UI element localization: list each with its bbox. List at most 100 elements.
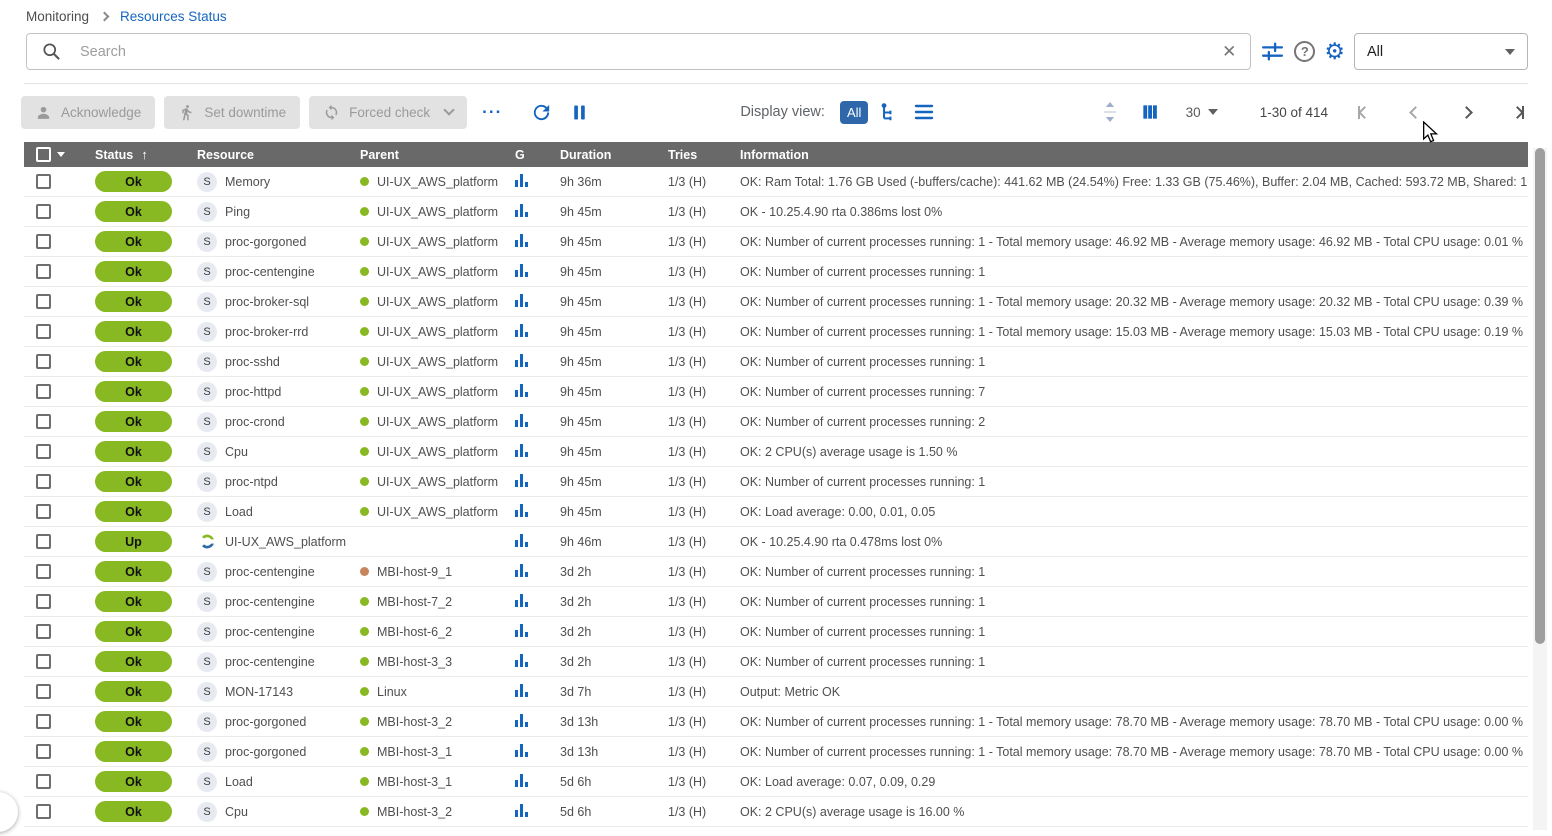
graph-icon[interactable] — [515, 803, 528, 817]
breadcrumb-resources-status[interactable]: Resources Status — [120, 9, 227, 24]
last-page-button[interactable] — [1509, 102, 1528, 123]
graph-icon[interactable] — [515, 713, 528, 727]
graph-icon[interactable] — [515, 563, 528, 577]
header-duration[interactable]: Duration — [560, 147, 612, 162]
row-checkbox[interactable] — [36, 384, 51, 399]
parent-name[interactable]: UI-UX_AWS_platform — [377, 264, 499, 279]
table-row[interactable]: Ok S Cpu UI-UX_AWS_platform 9h 45m 1/3 (… — [24, 437, 1528, 467]
table-row[interactable]: Ok S Ping UI-UX_AWS_platform 9h 45m 1/3 … — [24, 197, 1528, 227]
resource-name[interactable]: proc-broker-rrd — [225, 324, 309, 339]
graph-icon[interactable] — [515, 533, 528, 547]
graph-icon[interactable] — [515, 323, 528, 337]
resource-name[interactable]: proc-ntpd — [225, 474, 278, 489]
breadcrumb-monitoring[interactable]: Monitoring — [26, 9, 90, 24]
graph-icon[interactable] — [515, 683, 528, 697]
header-status[interactable]: Status ↑ — [95, 147, 148, 162]
status-badge[interactable]: Ok — [95, 351, 172, 372]
header-tries[interactable]: Tries — [668, 147, 698, 162]
resource-name[interactable]: proc-centengine — [225, 654, 315, 669]
scrollbar-thumb[interactable] — [1535, 148, 1545, 644]
header-graph[interactable]: G — [515, 147, 525, 162]
status-badge[interactable]: Ok — [95, 741, 172, 762]
parent-name[interactable]: UI-UX_AWS_platform — [377, 204, 499, 219]
graph-icon[interactable] — [515, 653, 528, 667]
acknowledge-button[interactable]: Acknowledge — [21, 95, 156, 129]
parent-name[interactable]: UI-UX_AWS_platform — [377, 504, 499, 519]
table-row[interactable]: Ok S proc-centengine MBI-host-7_2 3d 2h … — [24, 587, 1528, 617]
status-badge[interactable]: Ok — [95, 201, 172, 222]
row-checkbox[interactable] — [36, 594, 51, 609]
graph-icon[interactable] — [515, 263, 528, 277]
row-checkbox[interactable] — [36, 774, 51, 789]
table-row[interactable]: Ok S MON-17143 Linux 3d 7h 1/3 (H) Outpu… — [24, 677, 1528, 707]
parent-name[interactable]: MBI-host-3_1 — [377, 774, 453, 789]
view-list-icon[interactable] — [912, 100, 936, 124]
select-all-checkbox[interactable] — [36, 147, 51, 162]
graph-icon[interactable] — [515, 743, 528, 757]
parent-name[interactable]: UI-UX_AWS_platform — [377, 354, 499, 369]
row-checkbox[interactable] — [36, 504, 51, 519]
pause-button[interactable] — [569, 102, 590, 123]
status-badge[interactable]: Ok — [95, 471, 172, 492]
search-input[interactable] — [80, 43, 1219, 60]
status-badge[interactable]: Ok — [95, 561, 172, 582]
first-page-button[interactable] — [1354, 102, 1373, 123]
resource-name[interactable]: proc-broker-sql — [225, 294, 310, 309]
status-badge[interactable]: Ok — [95, 801, 172, 822]
status-badge[interactable]: Ok — [95, 291, 172, 312]
graph-icon[interactable] — [515, 593, 528, 607]
resource-name[interactable]: proc-gorgoned — [225, 234, 307, 249]
parent-name[interactable]: UI-UX_AWS_platform — [377, 414, 499, 429]
resource-name[interactable]: proc-crond — [225, 414, 285, 429]
graph-icon[interactable] — [515, 203, 528, 217]
row-checkbox[interactable] — [36, 744, 51, 759]
parent-name[interactable]: Linux — [377, 684, 407, 699]
parent-name[interactable]: UI-UX_AWS_platform — [377, 474, 499, 489]
parent-name[interactable]: UI-UX_AWS_platform — [377, 234, 499, 249]
row-checkbox[interactable] — [36, 474, 51, 489]
view-all-button[interactable]: All — [839, 100, 869, 124]
row-checkbox[interactable] — [36, 714, 51, 729]
settings-gear-icon[interactable]: ⚙ — [1324, 38, 1345, 64]
parent-name[interactable]: MBI-host-9_1 — [377, 564, 453, 579]
resource-name[interactable]: MON-17143 — [225, 684, 294, 699]
graph-icon[interactable] — [515, 383, 528, 397]
resource-name[interactable]: proc-gorgoned — [225, 744, 307, 759]
status-badge[interactable]: Ok — [95, 651, 172, 672]
graph-icon[interactable] — [515, 503, 528, 517]
set-downtime-button[interactable]: Set downtime — [164, 95, 301, 129]
table-row[interactable]: Ok S proc-crond UI-UX_AWS_platform 9h 45… — [24, 407, 1528, 437]
table-row[interactable]: Ok S Cpu MBI-host-3_2 5d 6h 1/3 (H) OK: … — [24, 797, 1528, 827]
parent-name[interactable]: UI-UX_AWS_platform — [377, 324, 499, 339]
resource-name[interactable]: Cpu — [225, 444, 248, 459]
table-row[interactable]: Ok S proc-httpd UI-UX_AWS_platform 9h 45… — [24, 377, 1528, 407]
status-badge[interactable]: Ok — [95, 261, 172, 282]
help-icon[interactable]: ? — [1294, 41, 1316, 62]
table-row[interactable]: Ok S proc-broker-sql UI-UX_AWS_platform … — [24, 287, 1528, 317]
row-checkbox[interactable] — [36, 234, 51, 249]
resource-name[interactable]: proc-centengine — [225, 564, 315, 579]
table-row[interactable]: Ok S proc-centengine MBI-host-9_1 3d 2h … — [24, 557, 1528, 587]
rows-per-page-select[interactable]: 30 — [1186, 105, 1218, 120]
resource-name[interactable]: proc-centengine — [225, 624, 315, 639]
row-checkbox[interactable] — [36, 264, 51, 279]
parent-name[interactable]: UI-UX_AWS_platform — [377, 294, 499, 309]
previous-page-button[interactable] — [1407, 104, 1424, 121]
graph-icon[interactable] — [515, 473, 528, 487]
parent-name[interactable]: MBI-host-3_2 — [377, 714, 453, 729]
row-checkbox[interactable] — [36, 414, 51, 429]
status-badge[interactable]: Ok — [95, 381, 172, 402]
header-information[interactable]: Information — [740, 147, 809, 162]
resource-name[interactable]: UI-UX_AWS_platform — [225, 534, 347, 549]
status-badge[interactable]: Ok — [95, 591, 172, 612]
table-row[interactable]: Ok S proc-centengine MBI-host-6_2 3d 2h … — [24, 617, 1528, 647]
row-checkbox[interactable] — [36, 294, 51, 309]
row-checkbox[interactable] — [36, 444, 51, 459]
table-row[interactable]: Ok S Load UI-UX_AWS_platform 9h 45m 1/3 … — [24, 497, 1528, 527]
status-badge[interactable]: Ok — [95, 621, 172, 642]
row-checkbox[interactable] — [36, 174, 51, 189]
resource-name[interactable]: Cpu — [225, 804, 248, 819]
table-row[interactable]: Ok S proc-gorgoned MBI-host-3_2 3d 13h 1… — [24, 707, 1528, 737]
resource-name[interactable]: Load — [225, 504, 253, 519]
table-row[interactable]: Ok S proc-ntpd UI-UX_AWS_platform 9h 45m… — [24, 467, 1528, 497]
